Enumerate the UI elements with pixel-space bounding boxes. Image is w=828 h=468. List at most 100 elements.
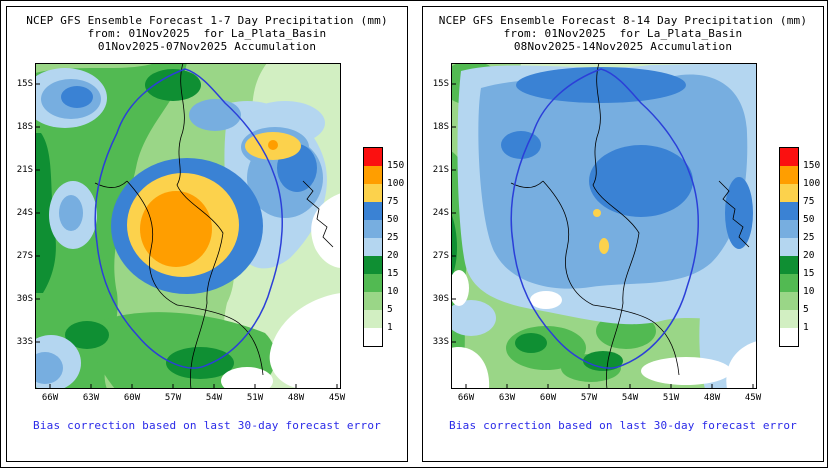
legend-label: 50 — [387, 214, 399, 225]
panel-period: 08Nov2025-14Nov2025 Accumulation — [513, 40, 733, 53]
contour-15mm — [166, 347, 234, 379]
border-line — [176, 304, 264, 376]
legend-swatch-75 — [780, 184, 798, 202]
legend-swatch-15 — [780, 256, 798, 274]
legend-swatch-0 — [364, 328, 382, 346]
legend-label: 75 — [387, 196, 399, 207]
lat-label: 18S — [432, 122, 449, 132]
panel-subtitle: from: 01Nov2025 for La_Plata_Basin — [503, 27, 743, 40]
legend-swatch-1 — [780, 310, 798, 328]
border-line — [126, 180, 178, 306]
contour-75mm-spot — [599, 238, 609, 254]
lon-label: 51W — [246, 393, 264, 403]
legend-swatch-150plus — [780, 148, 798, 166]
map-plot-week2: 15S 18S 21S 24S 27S 30S 33S 66W 63W 60W … — [433, 63, 761, 403]
colorbar — [779, 147, 799, 347]
legend-label: 20 — [803, 250, 815, 261]
frame-and-ticks — [451, 63, 757, 389]
bias-correction-note: Bias correction based on last 30-day for… — [33, 419, 381, 432]
precip-map-week2 — [451, 63, 757, 389]
legend-label: 20 — [387, 250, 399, 261]
border-line — [592, 63, 640, 389]
border-line — [592, 304, 680, 376]
lon-label: 54W — [621, 393, 639, 403]
lat-label: 27S — [432, 251, 449, 261]
lat-label: 33S — [16, 337, 33, 347]
legend-label: 5 — [387, 304, 393, 315]
contour-15mm — [145, 69, 201, 101]
lon-label: 66W — [41, 393, 59, 403]
map-frame — [35, 63, 341, 389]
contour-dry — [451, 270, 469, 306]
lat-label: 18S — [16, 122, 33, 132]
contour-15mm — [515, 333, 547, 353]
legend-swatch-50 — [364, 202, 382, 220]
contour-75mm-spot — [593, 209, 601, 217]
contour-50mm — [589, 145, 693, 217]
contour-15mm — [451, 213, 457, 278]
lon-label: 48W — [287, 393, 305, 403]
legend-label: 10 — [387, 286, 399, 297]
colorbar — [363, 147, 383, 347]
map-plot-week1: 15S 18S 21S 24S 27S 30S 33S 66W 63W 60W … — [17, 63, 345, 403]
legend-swatch-100 — [364, 166, 382, 184]
contour-25mm — [59, 195, 83, 231]
contour-50mm — [516, 67, 686, 103]
legend-label: 15 — [387, 268, 399, 279]
legend-swatch-150plus — [364, 148, 382, 166]
legend-label: 100 — [387, 178, 405, 189]
contour-20mm — [451, 300, 496, 336]
legend-swatch-50 — [780, 202, 798, 220]
lat-label: 21S — [432, 165, 449, 175]
lat-label: 30S — [16, 294, 33, 304]
lon-label: 60W — [123, 393, 141, 403]
contour-100mm-spot — [268, 140, 278, 150]
legend-label: 75 — [803, 196, 815, 207]
contour-25mm — [35, 352, 63, 384]
lat-label: 27S — [16, 251, 33, 261]
legend-swatch-10 — [780, 274, 798, 292]
lon-label: 57W — [580, 393, 598, 403]
legend-swatch-20 — [364, 238, 382, 256]
lat-label: 24S — [16, 208, 33, 218]
contour-100mm-core — [140, 191, 212, 267]
legend-label: 150 — [387, 160, 405, 171]
contour-50mm — [501, 131, 541, 159]
legend-label: 25 — [387, 232, 399, 243]
lon-label: 63W — [498, 393, 516, 403]
legend-swatch-25 — [364, 220, 382, 238]
basin-outline — [510, 68, 699, 369]
lon-label: 66W — [457, 393, 475, 403]
colorbar-week2: 150 100 75 50 25 20 15 10 5 1 — [779, 147, 825, 347]
contour-50mm — [61, 86, 93, 108]
panel-period: 01Nov2025-07Nov2025 Accumulation — [97, 40, 317, 53]
panel-title: NCEP GFS Ensemble Forecast 1-7 Day Preci… — [26, 14, 388, 27]
precip-map-week1 — [35, 63, 341, 389]
panel-subtitle: from: 01Nov2025 for La_Plata_Basin — [87, 27, 327, 40]
precip-field-week2 — [451, 63, 757, 389]
lat-ticks — [451, 83, 456, 343]
bias-correction-note: Bias correction based on last 30-day for… — [449, 419, 797, 432]
lon-ticks — [465, 384, 754, 389]
legend-label: 1 — [387, 322, 393, 333]
coastline — [718, 180, 750, 248]
lon-label: 45W — [744, 393, 762, 403]
country-borders — [510, 63, 680, 389]
lat-label: 21S — [16, 165, 33, 175]
legend-swatch-0 — [780, 328, 798, 346]
lon-label: 57W — [164, 393, 182, 403]
lon-label: 45W — [328, 393, 346, 403]
basin-outline — [94, 68, 283, 369]
contour-25mm — [189, 99, 241, 131]
lat-label: 24S — [432, 208, 449, 218]
lat-label: 33S — [432, 337, 449, 347]
frame-and-ticks — [35, 63, 341, 389]
contour-15mm — [583, 351, 623, 371]
precip-field-week1 — [35, 63, 341, 389]
lon-label: 54W — [205, 393, 223, 403]
contour-15mm — [35, 133, 56, 293]
legend-label: 5 — [803, 304, 809, 315]
panel-title: NCEP GFS Ensemble Forecast 8-14 Day Prec… — [438, 14, 808, 27]
legend-label: 25 — [803, 232, 815, 243]
legend-swatch-20 — [780, 238, 798, 256]
